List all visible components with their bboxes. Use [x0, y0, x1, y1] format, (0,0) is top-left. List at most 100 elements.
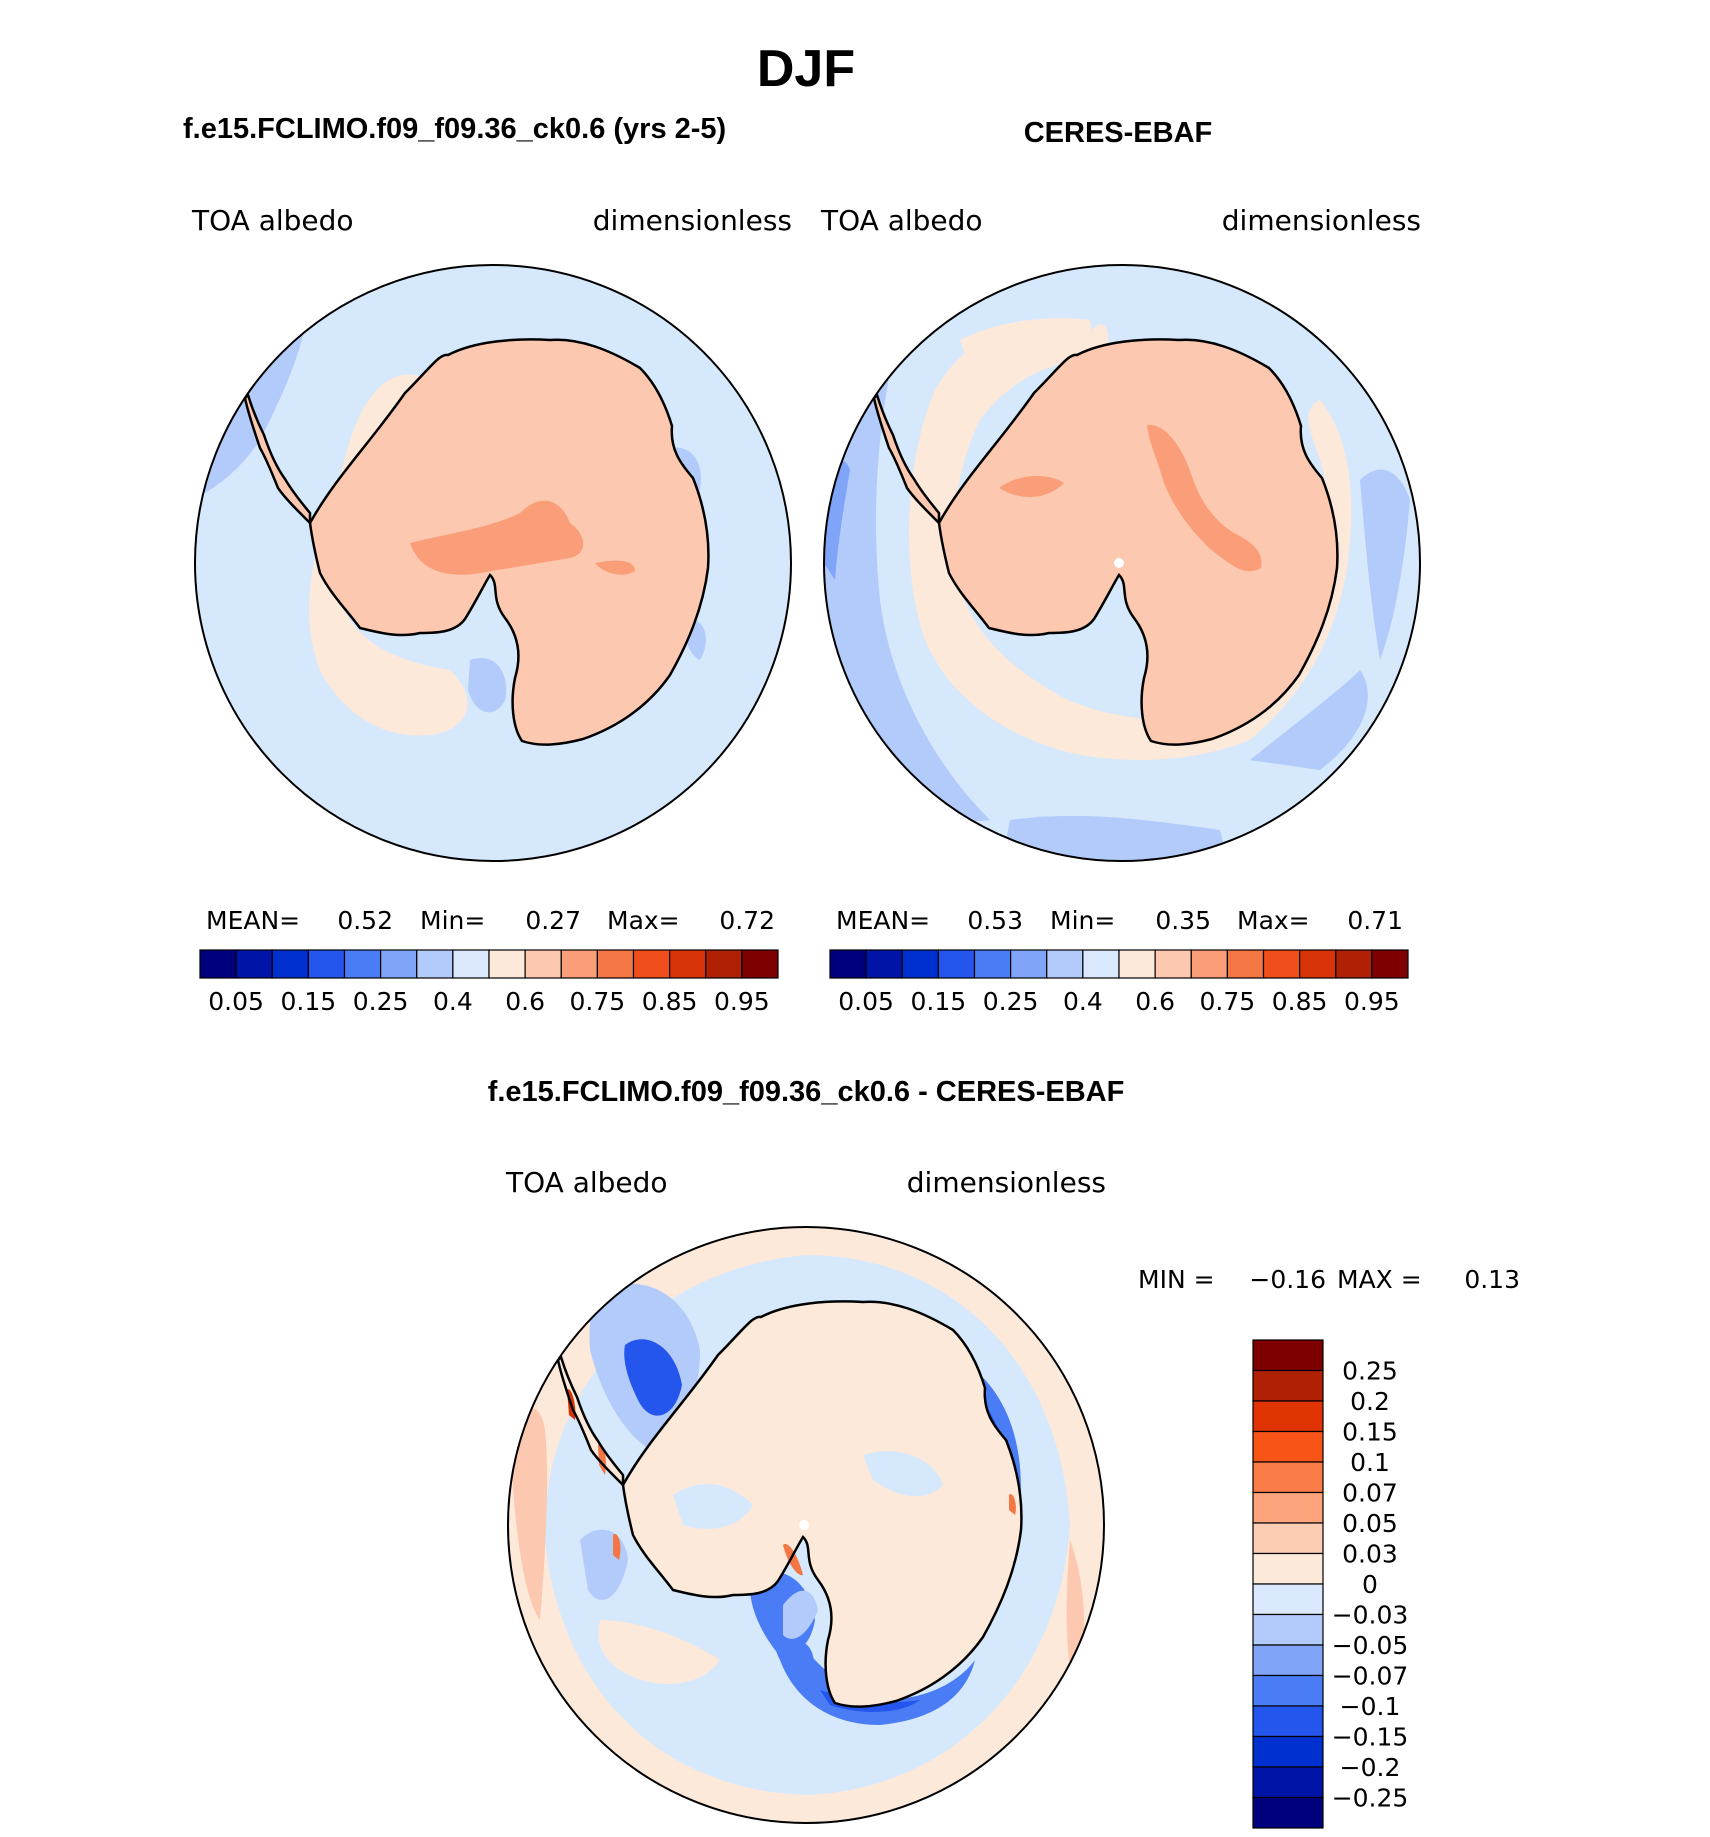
difference-title: f.e15.FCLIMO.f09_f09.36_ck0.6 - CERES-EB… — [488, 1076, 1125, 1108]
colorbar-obs-swatch — [1010, 949, 1048, 979]
colorbar-diff-swatch — [1252, 1522, 1324, 1555]
difference-map — [508, 1227, 1104, 1823]
colorbar-obs-swatch — [1371, 949, 1409, 979]
colorbar-model-swatch — [596, 949, 635, 979]
colorbar-obs-swatch — [973, 949, 1012, 979]
colorbar-model-swatch — [343, 949, 382, 979]
panel-obs: CERES-EBAF TOA albedo dimensionless — [820, 117, 1421, 1016]
colorbar-obs-tick-label: 0.85 — [1272, 987, 1328, 1016]
colorbar-obs-swatch — [901, 949, 939, 979]
colorbar-model-tick-label: 0.95 — [714, 987, 770, 1016]
colorbar-model-swatch — [380, 949, 418, 979]
colorbar-diff-swatch — [1252, 1674, 1324, 1707]
colorbar-model-tick-label: 0.4 — [433, 987, 473, 1016]
colorbar-obs-swatch — [1190, 949, 1228, 979]
colorbar-model-swatch — [560, 949, 598, 979]
colorbar-model-swatch — [199, 949, 237, 979]
colorbar-model-swatch — [741, 949, 779, 979]
panel-model-colorbar: 0.05 0.15 0.25 0.4 0.6 0.75 0.85 0.95 — [199, 949, 779, 1016]
difference-units-label: dimensionless — [907, 1166, 1106, 1199]
colorbar-diff-swatch — [1252, 1705, 1324, 1738]
colorbar-diff-tick-label: 0.03 — [1342, 1540, 1398, 1569]
panel-model-max-label: Max= — [607, 906, 680, 935]
colorbar-diff-swatch — [1252, 1552, 1324, 1585]
colorbar-obs-swatch — [1046, 949, 1084, 979]
colorbar-obs-swatch — [1226, 949, 1265, 979]
panel-model-mean-value: 0.52 — [337, 906, 393, 935]
colorbar-diff-tick-label: 0 — [1362, 1570, 1378, 1599]
colorbar-diff-swatch — [1252, 1766, 1324, 1799]
colorbar-diff-tick-label: 0.25 — [1342, 1357, 1398, 1386]
panel-obs-title: CERES-EBAF — [1024, 117, 1213, 149]
panel-obs-units-label: dimensionless — [1222, 204, 1421, 237]
panel-obs-mean-label: MEAN= — [836, 906, 930, 935]
colorbar-model-tick-label: 0.15 — [281, 987, 337, 1016]
panel-obs-max-label: Max= — [1237, 906, 1310, 935]
panel-obs-stats: MEAN= 0.53 Min= 0.35 Max= 0.71 — [836, 906, 1403, 935]
panel-model-min-label: Min= — [420, 906, 485, 935]
panel-obs-max-value: 0.71 — [1347, 906, 1403, 935]
colorbar-obs-tick-label: 0.15 — [911, 987, 967, 1016]
panel-model-mean-label: MEAN= — [206, 906, 300, 935]
panel-model-min-value: 0.27 — [525, 906, 581, 935]
panel-model-units-label: dimensionless — [593, 204, 792, 237]
season-title: DJF — [757, 40, 855, 98]
panel-model-map-border — [194, 264, 792, 862]
colorbar-diff-swatch — [1252, 1583, 1324, 1616]
colorbar-model-swatch — [307, 949, 346, 979]
colorbar-obs-tick-label: 0.75 — [1200, 987, 1256, 1016]
panel-obs-colorbar: 0.05 0.15 0.25 0.4 0.6 0.75 0.85 0.95 — [829, 949, 1409, 1016]
colorbar-model-tick-label: 0.6 — [505, 987, 545, 1016]
colorbar-diff-tick-label: 0.15 — [1342, 1418, 1398, 1447]
panel-model-max-value: 0.72 — [719, 906, 775, 935]
colorbar-model-swatch — [416, 949, 454, 979]
colorbar-obs-swatch — [937, 949, 976, 979]
colorbar-model-swatch — [669, 949, 707, 979]
colorbar-diff-tick-label: −0.07 — [1332, 1662, 1409, 1691]
panel-model: f.e15.FCLIMO.f09_f09.36_ck0.6 (yrs 2-5) … — [183, 113, 792, 1016]
colorbar-obs-tick-label: 0.4 — [1063, 987, 1103, 1016]
colorbar-diff-tick-label: 0.1 — [1350, 1448, 1390, 1477]
colorbar-diff-tick-label: 0.2 — [1350, 1387, 1390, 1416]
colorbar-model-swatch — [488, 949, 526, 979]
colorbar-obs-tick-label: 0.25 — [983, 987, 1039, 1016]
colorbar-model-tick-label: 0.05 — [208, 987, 264, 1016]
colorbar-obs-swatch — [865, 949, 903, 979]
colorbar-diff-swatch — [1252, 1339, 1324, 1372]
panel-model-title: f.e15.FCLIMO.f09_f09.36_ck0.6 (yrs 2-5) — [183, 113, 726, 145]
colorbar-diff-swatch — [1252, 1644, 1324, 1677]
colorbar-obs-swatch — [829, 949, 867, 979]
colorbar-diff-swatch — [1252, 1613, 1324, 1646]
colorbar-model-swatch — [705, 949, 743, 979]
panel-model-stats: MEAN= 0.52 Min= 0.27 Max= 0.72 — [206, 906, 775, 935]
panel-model-variable-label: TOA albedo — [191, 204, 354, 237]
colorbar-diff-tick-label: −0.1 — [1340, 1692, 1401, 1721]
colorbar-diff-tick-label: 0.07 — [1342, 1479, 1398, 1508]
difference-max-label: MAX = — [1337, 1265, 1422, 1294]
colorbar-obs-swatch — [1154, 949, 1192, 979]
panel-obs-min-label: Min= — [1050, 906, 1115, 935]
colorbar-obs-tick-label: 0.6 — [1135, 987, 1175, 1016]
colorbar-diff-swatch — [1252, 1735, 1324, 1768]
colorbar-model-swatch — [271, 949, 309, 979]
colorbar-obs-tick-label: 0.95 — [1344, 987, 1400, 1016]
colorbar-diff-swatch — [1252, 1461, 1324, 1494]
panel-obs-mean-value: 0.53 — [967, 906, 1023, 935]
colorbar-diff-swatch — [1252, 1796, 1324, 1829]
colorbar-obs-tick-label: 0.05 — [838, 987, 894, 1016]
panel-obs-map — [824, 265, 1420, 861]
colorbar-model-tick-label: 0.25 — [353, 987, 409, 1016]
colorbar-obs-swatch — [1299, 949, 1337, 979]
colorbar-model-tick-label: 0.85 — [642, 987, 698, 1016]
colorbar-obs-swatch — [1335, 949, 1373, 979]
colorbar-model-swatch — [235, 949, 273, 979]
colorbar-model-swatch — [524, 949, 562, 979]
colorbar-obs-swatch — [1118, 949, 1156, 979]
difference-min-label: MIN = — [1138, 1265, 1215, 1294]
colorbar-model-swatch — [632, 949, 671, 979]
panel-obs-variable-label: TOA albedo — [820, 204, 983, 237]
colorbar-diff-tick-label: −0.25 — [1332, 1784, 1409, 1813]
colorbar-obs-swatch — [1262, 949, 1301, 979]
colorbar-model-swatch — [452, 949, 490, 979]
